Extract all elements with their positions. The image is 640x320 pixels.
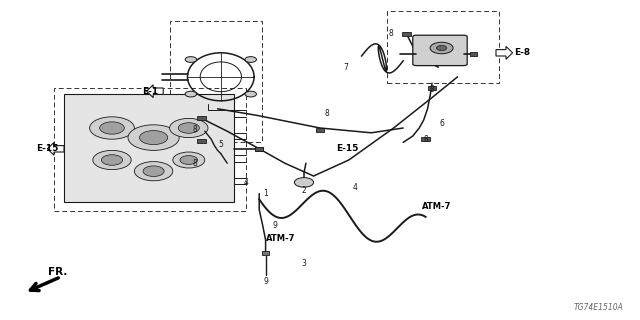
Bar [255,147,264,151]
Circle shape [143,166,164,177]
Text: 2: 2 [301,186,307,195]
Circle shape [101,155,123,165]
Text: 8: 8 [193,125,198,134]
Circle shape [180,156,198,164]
Polygon shape [47,142,64,155]
Circle shape [90,117,134,139]
Circle shape [93,150,131,170]
Circle shape [245,91,257,97]
Circle shape [140,131,168,145]
Text: 6: 6 [439,119,444,128]
Text: 9: 9 [263,277,268,286]
FancyBboxPatch shape [413,35,467,66]
Text: E-15: E-15 [36,144,59,153]
Bar [54,88,246,211]
Circle shape [173,152,205,168]
Text: 4: 4 [353,183,358,192]
Bar [422,137,430,141]
Bar [255,147,264,151]
Text: 8: 8 [324,109,329,118]
Circle shape [185,91,196,97]
Bar [470,52,477,56]
Bar [428,86,436,90]
Text: 5: 5 [218,140,223,148]
Text: ATM-7: ATM-7 [266,234,295,243]
Text: 8: 8 [193,159,198,168]
Text: 4: 4 [244,178,249,187]
Bar [403,31,411,36]
Bar [197,139,206,143]
Text: 8: 8 [423,135,428,144]
Bar [170,21,262,142]
Text: ATM-7: ATM-7 [422,202,452,211]
Circle shape [178,123,200,133]
Circle shape [430,42,453,54]
Text: 1: 1 [263,189,268,198]
Text: 8: 8 [388,29,393,38]
Bar [197,116,206,121]
Polygon shape [496,46,513,59]
Polygon shape [64,94,234,202]
Text: FR.: FR. [48,267,67,277]
Text: 9: 9 [273,221,278,230]
Bar [262,251,269,255]
Text: 3: 3 [301,260,307,268]
Circle shape [134,162,173,181]
Text: E-15: E-15 [336,144,358,153]
Circle shape [436,45,447,51]
Circle shape [128,125,179,150]
Text: E-8: E-8 [514,48,530,57]
Polygon shape [147,85,163,98]
Text: 8: 8 [429,85,435,94]
Circle shape [100,122,124,134]
Bar [316,128,324,132]
Text: TG74E1510A: TG74E1510A [574,303,624,312]
Circle shape [185,57,196,62]
Text: E-1: E-1 [143,87,159,96]
Circle shape [170,118,208,138]
Bar [387,11,499,83]
Circle shape [294,178,314,187]
Text: 7: 7 [343,63,348,72]
Circle shape [245,57,257,62]
